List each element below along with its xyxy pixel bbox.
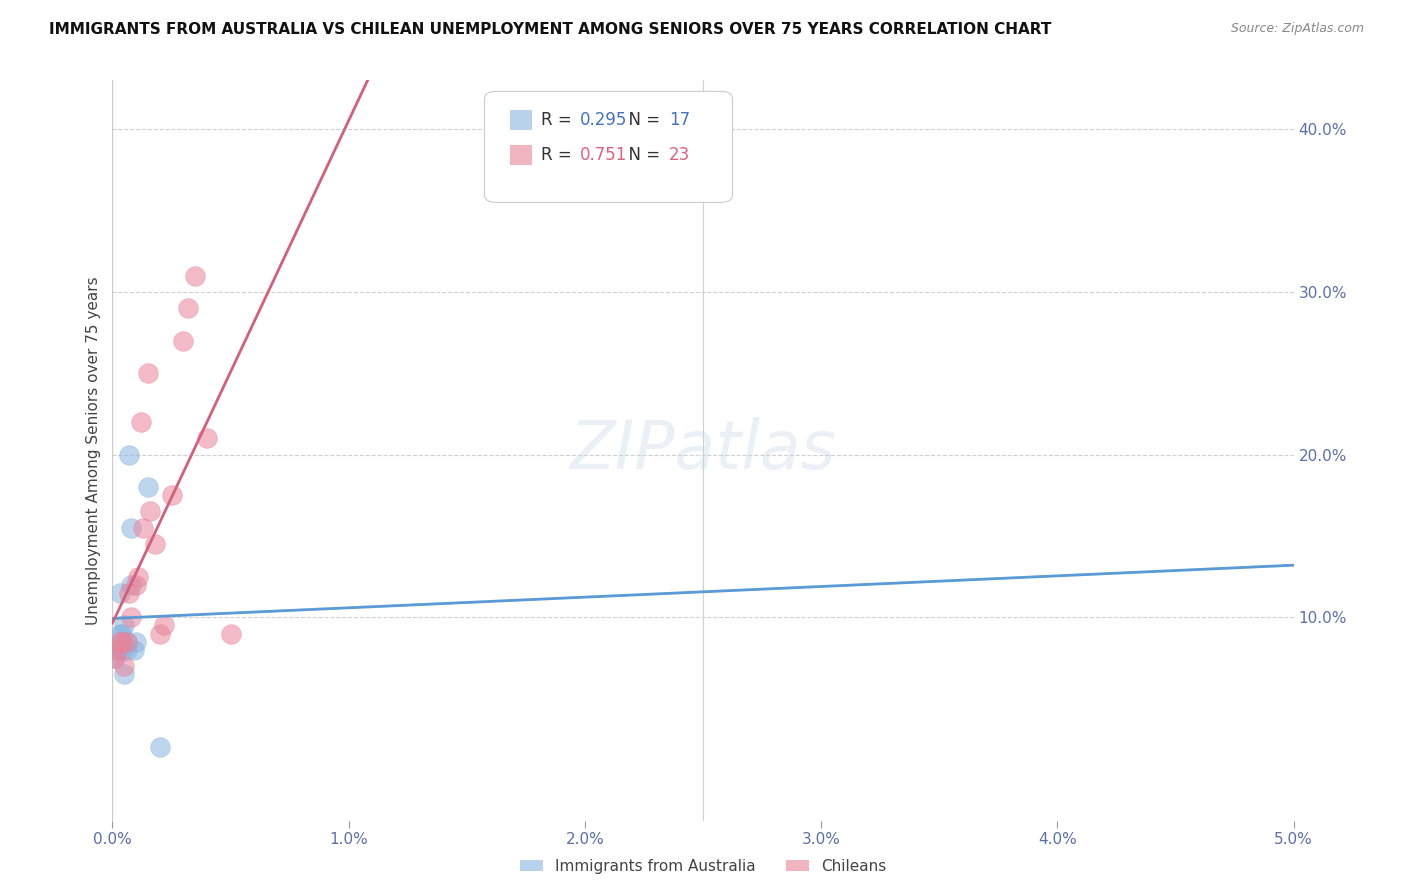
Point: [118, 448, 141, 462]
Point: [112, 659, 135, 673]
Point: [105, 642, 128, 657]
Point: [127, 569, 149, 583]
Point: [105, 642, 128, 657]
Text: N =: N =: [619, 146, 665, 164]
Point: [115, 642, 138, 657]
Point: [195, 431, 218, 445]
Point: [120, 610, 142, 624]
Text: ZIPatlas: ZIPatlas: [569, 417, 837, 483]
Point: [103, 651, 125, 665]
Point: [139, 504, 162, 518]
Point: [132, 521, 155, 535]
Point: [111, 626, 134, 640]
Point: [160, 488, 183, 502]
Point: [149, 626, 172, 640]
Text: 23: 23: [669, 146, 690, 164]
Text: Source: ZipAtlas.com: Source: ZipAtlas.com: [1230, 22, 1364, 36]
Text: N =: N =: [619, 111, 665, 128]
Point: [125, 634, 148, 648]
Point: [143, 537, 166, 551]
Y-axis label: Unemployment Among Seniors over 75 years: Unemployment Among Seniors over 75 years: [86, 277, 101, 624]
Point: [112, 618, 135, 632]
Point: [108, 586, 131, 600]
Point: [184, 268, 207, 283]
Text: 17: 17: [669, 111, 690, 128]
Point: [108, 626, 131, 640]
Point: [111, 642, 134, 657]
Text: 0.751: 0.751: [581, 146, 627, 164]
Point: [104, 651, 127, 665]
Point: [172, 334, 194, 348]
Point: [129, 415, 152, 429]
Point: [219, 626, 242, 640]
Point: [136, 480, 159, 494]
Bar: [510, 110, 531, 130]
Point: [177, 301, 200, 315]
Point: [149, 740, 172, 755]
Point: [125, 577, 148, 591]
FancyBboxPatch shape: [485, 91, 733, 202]
Text: IMMIGRANTS FROM AUSTRALIA VS CHILEAN UNEMPLOYMENT AMONG SENIORS OVER 75 YEARS CO: IMMIGRANTS FROM AUSTRALIA VS CHILEAN UNE…: [49, 22, 1052, 37]
Point: [122, 642, 145, 657]
Legend: Immigrants from Australia, Chileans: Immigrants from Australia, Chileans: [513, 853, 893, 880]
Point: [153, 618, 176, 632]
Point: [108, 634, 131, 648]
Point: [111, 634, 134, 648]
Point: [112, 667, 135, 681]
Point: [118, 586, 141, 600]
Point: [136, 366, 159, 380]
Bar: [510, 145, 531, 165]
Text: R =: R =: [541, 146, 578, 164]
Point: [120, 577, 142, 591]
Point: [120, 521, 142, 535]
Text: 0.295: 0.295: [581, 111, 627, 128]
Text: R =: R =: [541, 111, 578, 128]
Point: [115, 634, 138, 648]
Point: [115, 634, 138, 648]
